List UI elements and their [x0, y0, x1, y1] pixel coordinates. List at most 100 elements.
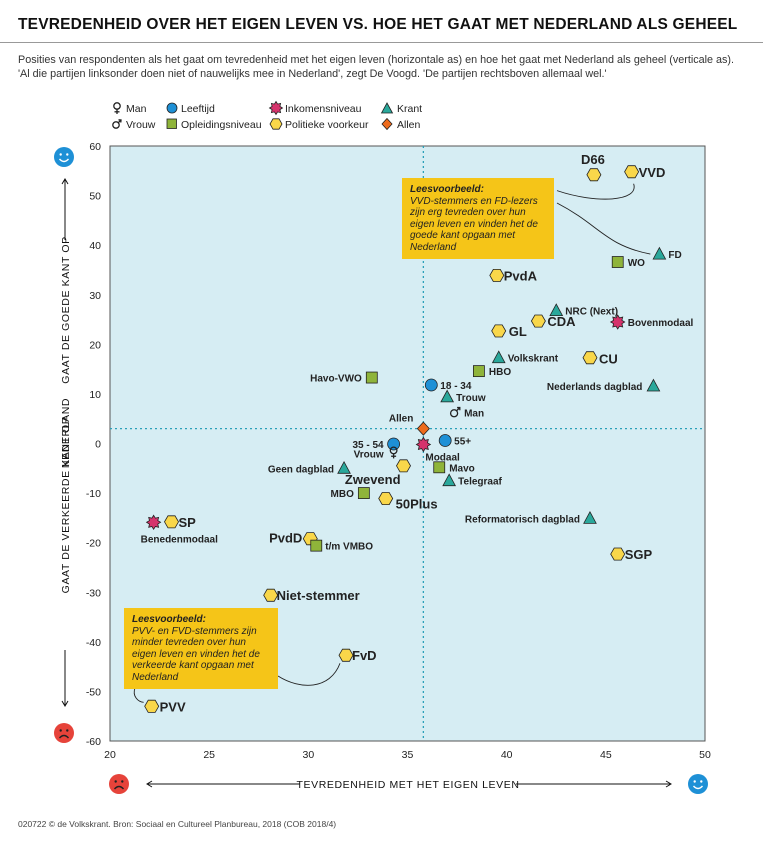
- point-krant: [646, 378, 661, 392]
- point-opleidingsniveau: [472, 365, 485, 378]
- point-label: Benedenmodaal: [141, 534, 218, 545]
- data-points: [144, 165, 667, 713]
- star-marker-icon: [268, 100, 284, 116]
- point-label: t/m VMBO: [325, 542, 373, 553]
- point-politieke_voorkeur: [489, 268, 505, 282]
- point-leeftijd: [424, 378, 438, 392]
- legend-allen: Allen: [381, 117, 421, 131]
- point-label: Allen: [389, 414, 413, 425]
- y-tick-label: 50: [89, 191, 101, 203]
- y-axis-arrow-down-icon: [61, 650, 69, 707]
- point-allen: [416, 421, 430, 436]
- point-label: 50Plus: [396, 497, 438, 512]
- point-inkomensniveau: [415, 436, 432, 453]
- x-tick-label: 45: [600, 749, 612, 761]
- point-label: VVD: [639, 165, 666, 180]
- legend: Man Vrouw Leeftijd Opleidingsniveau Inko…: [112, 100, 422, 131]
- legend-label-politieke-voorkeur: Politieke voorkeur: [285, 119, 369, 131]
- legend-inkomensniveau: Inkomensniveau: [268, 100, 362, 116]
- point-politieke_voorkeur: [582, 351, 598, 365]
- x-axis-arrow-left-icon: [146, 780, 300, 788]
- point-label: Trouw: [456, 393, 486, 404]
- point-label: 55+: [454, 437, 471, 448]
- point-opleidingsniveau: [357, 487, 370, 499]
- footer-credit: 020722 © de Volkskrant. Bron: Sociaal en…: [18, 819, 337, 829]
- point-label: SP: [178, 515, 196, 530]
- point-label: 18 - 34: [440, 381, 472, 392]
- circle-marker-icon: [166, 102, 178, 114]
- point-label: Nederlands dagblad: [547, 382, 643, 393]
- point-opleidingsniveau: [611, 256, 624, 268]
- point-politieke_voorkeur: [396, 459, 411, 473]
- point-label: Havo-VWO: [310, 374, 362, 385]
- legend-man: Man: [113, 102, 147, 115]
- connector-bottom-pvv: [133, 687, 144, 703]
- annotation-bottom-title: Leesvoorbeeld:: [132, 614, 206, 625]
- point-label: Niet-stemmer: [277, 588, 360, 603]
- point-label: MBO: [331, 489, 355, 500]
- y-axis-title: GAAT DE VERKEERDE KANT OP NEDERLAND GAAT…: [60, 178, 72, 707]
- point-krant: [442, 473, 457, 487]
- y-tick-label: -10: [86, 488, 101, 500]
- y-axis-title-top: GAAT DE GOEDE KANT OP: [60, 236, 72, 383]
- legend-label-allen: Allen: [397, 119, 421, 131]
- annotation-top-text: VVD-stemmers en FD-lezers zijn erg tevre…: [410, 195, 538, 253]
- annotation-connectors: [133, 183, 651, 703]
- point-label: Bovenmodaal: [628, 318, 694, 329]
- y-tick-label: 30: [89, 290, 101, 302]
- legend-vrouw: Vrouw: [112, 119, 156, 131]
- point-politieke_voorkeur: [378, 492, 394, 506]
- legend-politieke-voorkeur: Politieke voorkeur: [269, 118, 369, 131]
- point-krant: [440, 389, 455, 403]
- axis-ticks: 20 25 30 35 40 45 50 60 50 40 30 20 10 0 -10 -20 -30 -40 -…: [86, 141, 711, 761]
- point-opleidingsniveau: [365, 371, 378, 384]
- y-tick-label: 10: [89, 389, 101, 401]
- point-label: D66: [581, 152, 605, 167]
- legend-krant: Krant: [380, 102, 422, 115]
- legend-label-inkomensniveau: Inkomensniveau: [285, 103, 362, 115]
- point-label: NRC (Next): [565, 307, 618, 318]
- diamond-marker-icon: [381, 117, 393, 131]
- point-opleidingsniveau: [433, 461, 446, 474]
- point-label: Mavo: [449, 463, 475, 474]
- point-label: Geen dagblad: [268, 464, 334, 475]
- legend-label-vrouw: Vrouw: [126, 119, 156, 131]
- legend-opleidingsniveau: Opleidingsniveau: [166, 118, 262, 131]
- point-label: CDA: [547, 314, 576, 329]
- legend-label-man: Man: [126, 103, 147, 115]
- chart-subtitle: Posities van respondenten als het gaat o…: [18, 54, 735, 80]
- point-politieke_voorkeur: [338, 648, 354, 662]
- data-labels: D66 VVD FD WO PvdA NRC (Next) Bovenmodaal CDA GL…: [141, 152, 694, 715]
- point-label: PvdD: [269, 531, 302, 546]
- point-politieke_voorkeur: [530, 314, 546, 328]
- point-krant: [549, 303, 564, 317]
- point-politieke_voorkeur: [164, 515, 179, 529]
- chart-title: TEVREDENHEID OVER HET EIGEN LEVEN VS. HO…: [18, 16, 738, 33]
- female-symbol-icon: [113, 102, 121, 114]
- annotation-top-title: Leesvoorbeeld:: [410, 184, 484, 195]
- x-tick-label: 40: [501, 749, 513, 761]
- y-tick-label: -20: [86, 538, 101, 550]
- annotation-top: Leesvoorbeeld: VVD-stemmers en FD-lezers…: [402, 178, 554, 259]
- point-label: PvdA: [504, 268, 538, 283]
- y-tick-label: 0: [95, 439, 101, 451]
- x-tick-label: 30: [302, 749, 314, 761]
- y-axis-arrow-up-icon: [61, 178, 69, 240]
- y-tick-label: -60: [86, 736, 101, 748]
- y-tick-label: -50: [86, 686, 101, 698]
- y-axis-title-bottom: GAAT DE VERKEERDE KANT OP: [60, 417, 72, 594]
- male-symbol-icon: [112, 119, 122, 129]
- hexagon-marker-icon: [269, 118, 283, 130]
- x-tick-label: 35: [402, 749, 414, 761]
- point-label: Telegraaf: [458, 477, 502, 488]
- x-tick-label: 20: [104, 749, 116, 761]
- y-tick-label: 20: [89, 339, 101, 351]
- point-label: Modaal: [425, 452, 460, 463]
- reference-lines: [110, 146, 705, 741]
- point-man: [449, 406, 461, 418]
- connector-bottom-fvd: [277, 663, 341, 686]
- x-axis-title-group: TEVREDENHEID MET HET EIGEN LEVEN: [146, 779, 672, 791]
- square-marker-icon: [166, 118, 177, 129]
- point-politieke_voorkeur: [491, 324, 507, 338]
